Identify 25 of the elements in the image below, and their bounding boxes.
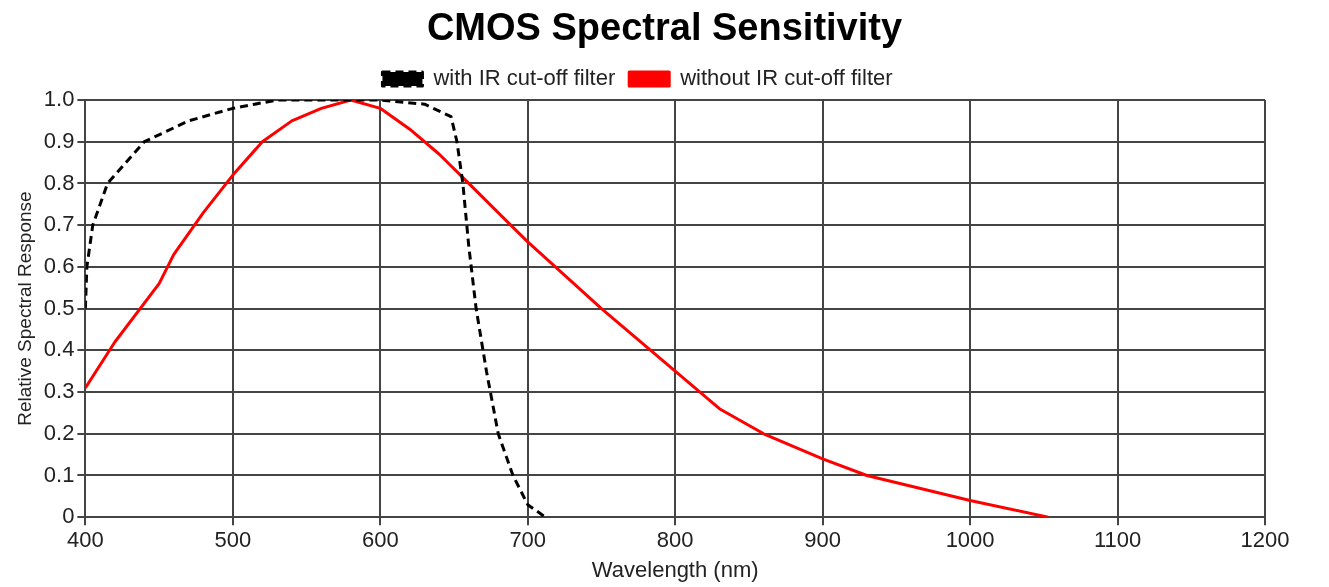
x-tick-label: 1200: [1240, 527, 1290, 553]
x-tick-label: 1000: [945, 527, 995, 553]
y-tick-label: 0.6: [43, 252, 75, 278]
x-tick-label: 500: [214, 527, 252, 553]
y-tick-label: 0: [62, 503, 75, 529]
legend-label: with IR cut-off filter: [432, 65, 616, 91]
legend-label: without IR cut-off filter: [679, 65, 893, 91]
x-tick-label: 800: [656, 527, 694, 553]
x-tick-label: 700: [509, 527, 547, 553]
y-tick-label: 0.8: [43, 169, 75, 195]
y-tick-label: 0.1: [43, 461, 75, 487]
y-tick-label: 0.5: [43, 294, 75, 320]
x-tick-label: 600: [361, 527, 399, 553]
x-tick-label: 1100: [1093, 527, 1142, 553]
y-tick-label: 0.7: [43, 211, 75, 237]
y-tick-label: 0.4: [43, 336, 75, 362]
y-tick-label: 1.0: [43, 86, 75, 112]
x-tick-label: 900: [804, 527, 841, 553]
y-tick-label: 0.3: [43, 378, 75, 404]
chart-title: CMOS Spectral Sensitivity: [425, 6, 904, 50]
x-tick-label: 400: [67, 527, 104, 553]
y-tick-label: 0.2: [43, 419, 75, 445]
y-axis-title: Relative Spectral Response: [13, 191, 35, 426]
x-axis-title: Wavelength (nm): [591, 556, 759, 582]
y-tick-label: 0.9: [43, 127, 75, 153]
